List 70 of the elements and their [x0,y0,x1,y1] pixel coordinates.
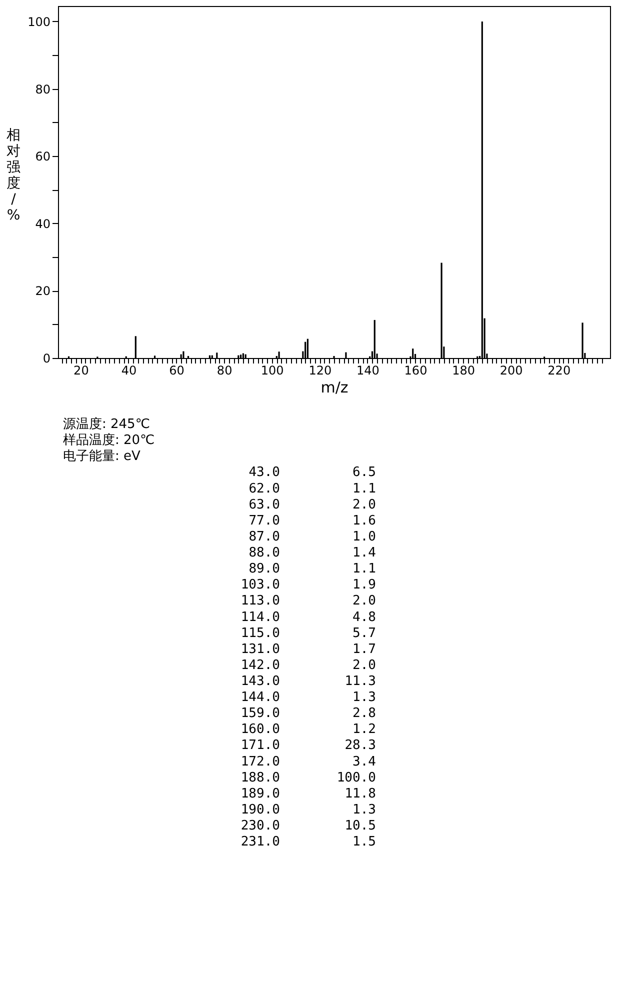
y-axis-title: 相对强度/% [6,128,20,224]
y-tick-label: 80 [35,82,50,96]
text: 5.7 [352,626,376,641]
text: 11.8 [344,786,376,802]
x-tick-label: 200 [500,364,523,378]
text: 89.0 [248,562,280,577]
text: 172.0 [240,754,280,770]
text: 188.0 [240,770,280,786]
text: 样品温度: 20℃ [63,432,155,448]
text: 1.6 [352,513,376,528]
text: 3.4 [352,754,376,770]
text: 63.0 [248,497,280,512]
text: 143.0 [240,674,280,689]
text: 源温度: 245℃ [63,416,150,432]
text: 1.3 [352,802,376,818]
x-tick-label: 220 [548,364,571,378]
text: 87.0 [248,529,280,544]
text: 160.0 [240,722,280,738]
text: 142.0 [240,658,280,673]
text: 230.0 [240,818,280,834]
text: 144.0 [240,690,280,706]
x-tick-label: 160 [404,364,428,378]
text: 1.1 [352,481,376,496]
text: 113.0 [240,594,280,609]
x-axis-title: m/z [320,378,348,396]
text: 115.0 [240,626,280,641]
text: 189.0 [240,786,280,802]
x-tick-label: 80 [216,364,232,378]
y-tick-label: 40 [35,216,50,231]
text: 电子能量: eV [63,449,141,464]
text: 114.0 [240,610,280,625]
text: 231.0 [240,834,280,850]
y-tick-label: 60 [35,150,50,164]
text: 103.0 [240,578,280,593]
text: 88.0 [248,546,280,561]
text: 2.8 [352,706,376,722]
text: 43.0 [248,465,280,480]
y-tick-label: 0 [42,352,50,366]
text: 159.0 [240,706,280,722]
text: 11.3 [344,674,376,689]
text: 171.0 [240,738,280,754]
x-tick-label: 40 [121,364,137,378]
text: 2.0 [352,658,376,673]
text: 2.0 [352,594,376,609]
x-tick-label: 180 [452,364,475,378]
text: 28.3 [344,738,376,754]
text: 1.9 [352,578,376,593]
text: 131.0 [240,642,280,657]
x-tick-label: 60 [169,364,184,378]
text: 77.0 [248,513,280,528]
y-tick-label: 100 [28,14,50,29]
text: 1.7 [352,642,376,657]
text: 1.2 [352,722,376,738]
text: 1.0 [352,529,376,544]
text: 6.5 [352,465,376,480]
text: 190.0 [240,802,280,818]
text: 1.1 [352,562,376,577]
x-tick-label: 120 [308,364,332,378]
text: 1.4 [352,546,376,561]
text: 62.0 [248,481,280,496]
text: 1.5 [352,834,376,850]
x-tick-label: 140 [356,364,380,378]
y-tick-label: 20 [35,284,50,298]
x-tick-label: 100 [260,364,284,378]
x-tick-label: 20 [74,364,89,378]
text: 10.5 [344,818,376,834]
text: 4.8 [352,610,376,625]
text: 2.0 [352,497,376,512]
text: 100.0 [336,770,376,786]
text: 1.3 [352,690,376,706]
